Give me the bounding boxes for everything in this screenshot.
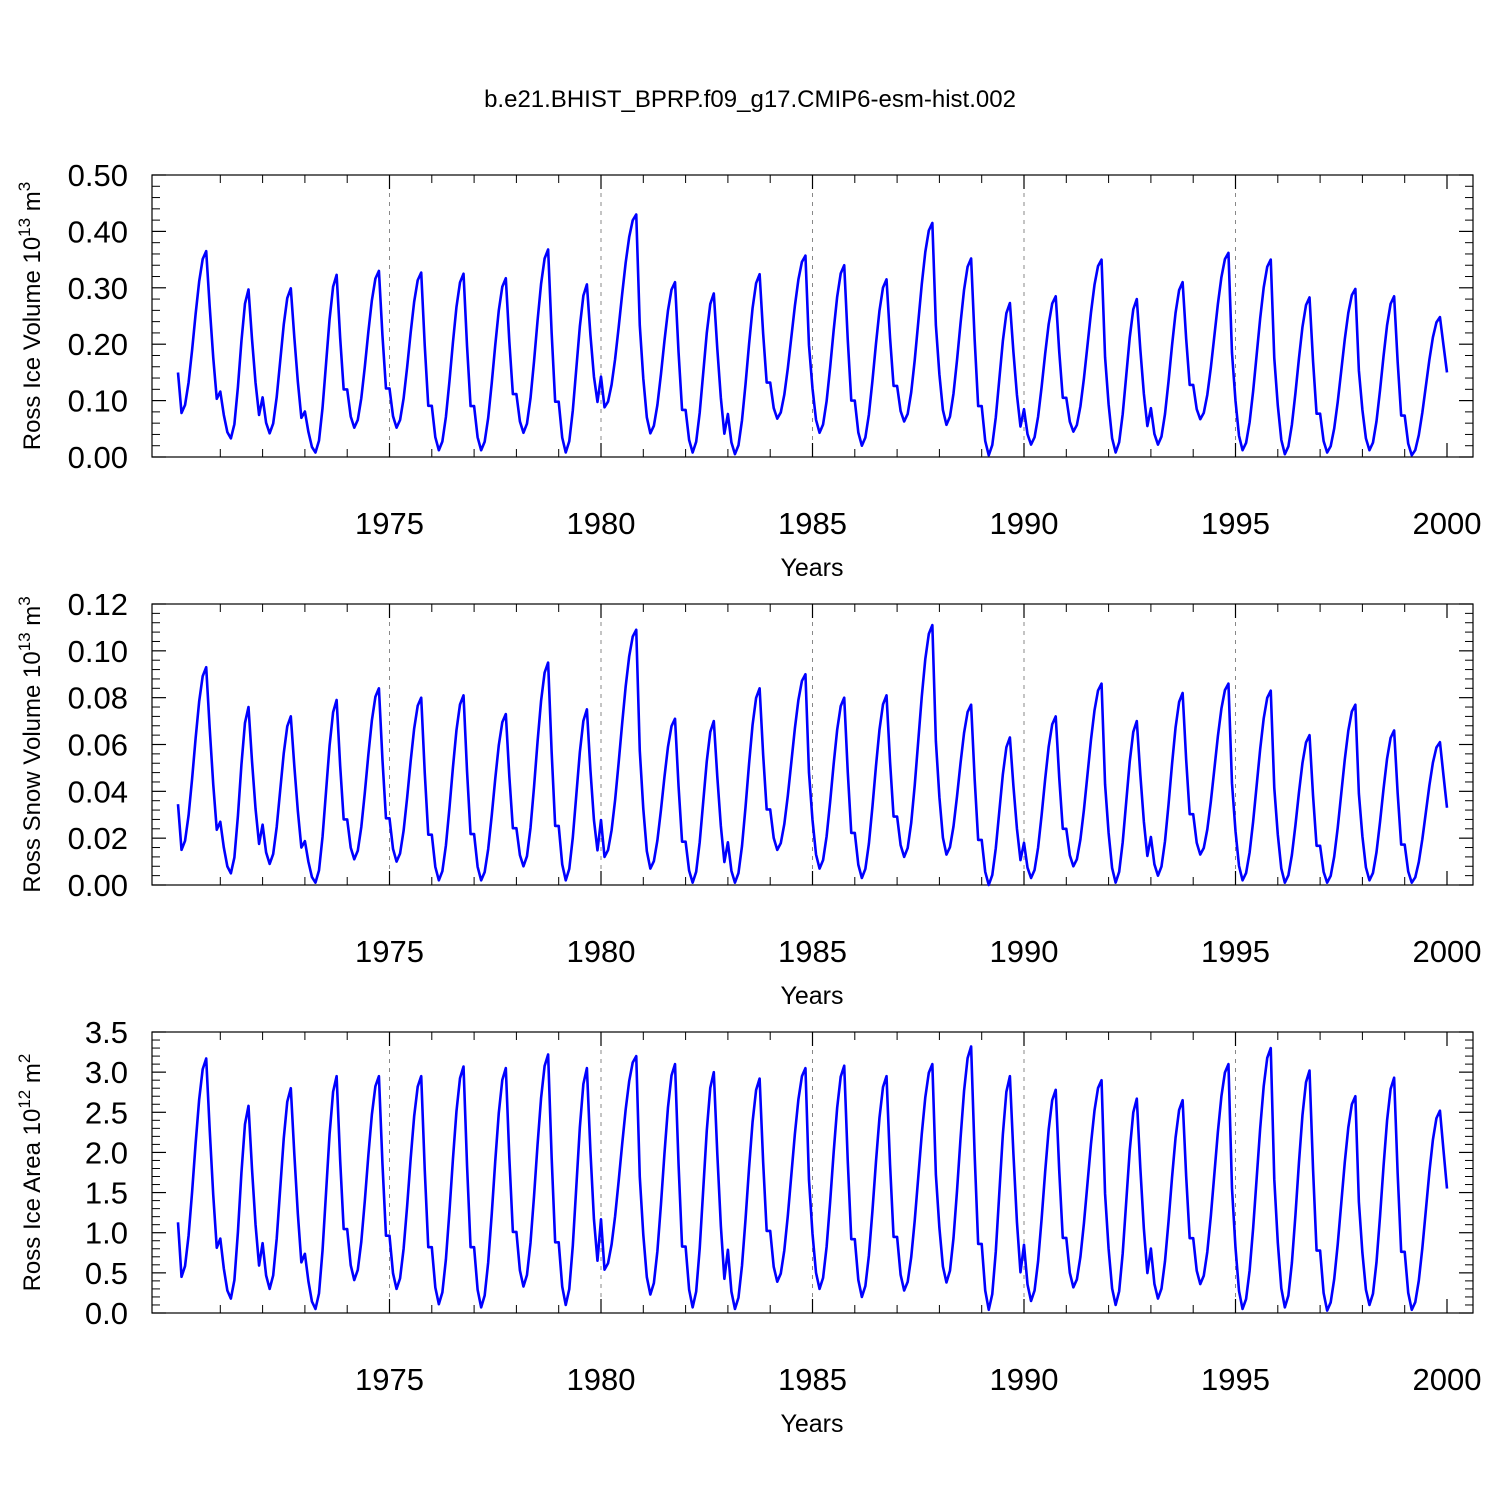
y-axis-label-part: Ross Ice Volume 10 [19, 237, 46, 450]
y-tick-label: 0.30 [68, 271, 128, 306]
y-tick-label: 3.0 [85, 1055, 128, 1090]
y-axis-label-part: m [19, 1063, 46, 1090]
y-tick-label: 0.08 [68, 681, 128, 716]
y-tick-label: 0.04 [68, 774, 128, 809]
x-axis-label: Years [780, 554, 843, 582]
x-tick-label: 1995 [1201, 934, 1270, 969]
x-axis-label: Years [780, 1410, 843, 1438]
y-tick-label: 0.10 [68, 634, 128, 669]
panel-1: 1975 1980 1985 1990 1995 2000 Years 0.00 0.10 0.2… [15, 158, 1481, 582]
y-tick-label: 0.0 [85, 1296, 128, 1331]
y-axis-label-part: Ross Ice Area 10 [19, 1109, 46, 1292]
y-tick-label: 1.5 [85, 1176, 128, 1211]
y-tick-label: 1.0 [85, 1216, 128, 1251]
y-tick-label: 0.10 [68, 384, 128, 419]
y-axis-label: Ross Snow Volume 1013 m3 [15, 596, 46, 893]
x-tick-label: 2000 [1413, 934, 1482, 969]
figure-title: b.e21.BHIST_BPRP.f09_g17.CMIP6-esm-hist.… [484, 86, 1016, 113]
series-line [176, 1045, 1449, 1312]
x-tick-label: 1980 [567, 506, 636, 541]
panel-2: 1975 1980 1985 1990 1995 2000 Years 0.00 0.02 0.0… [15, 587, 1481, 1010]
x-tick-label: 1975 [355, 506, 424, 541]
y-tick-label: 0.20 [68, 327, 128, 362]
x-axis-label: Years [780, 982, 843, 1010]
y-axis-label-exponent: 13 [15, 632, 34, 651]
x-tick-label: 1985 [778, 1362, 847, 1397]
y-tick-label: 0.12 [68, 587, 128, 622]
y-tick-label: 0.06 [68, 728, 128, 763]
x-tick-label: 1980 [567, 1362, 636, 1397]
x-tick-label: 1980 [567, 934, 636, 969]
x-tick-label: 1990 [990, 934, 1059, 969]
panel-3: 1975 1980 1985 1990 1995 2000 Years 0.0 0.5 1.0 1.… [15, 1015, 1481, 1438]
x-tick-label: 1985 [778, 506, 847, 541]
y-axis-label: Ross Ice Volume 1013 m3 [15, 182, 46, 451]
y-axis-label: Ross Ice Area 1012 m2 [15, 1054, 46, 1292]
x-tick-label: 1990 [990, 1362, 1059, 1397]
x-tick-label: 1975 [355, 934, 424, 969]
x-tick-label: 2000 [1413, 506, 1482, 541]
x-tick-label: 1975 [355, 1362, 424, 1397]
y-tick-label: 0.40 [68, 214, 128, 249]
x-tick-label: 1985 [778, 934, 847, 969]
x-tick-label: 1995 [1201, 1362, 1270, 1397]
x-tick-label: 1995 [1201, 506, 1270, 541]
y-tick-label: 0.00 [68, 868, 128, 903]
y-axis-label-exponent: 2 [15, 1054, 34, 1063]
y-axis-label-exponent: 12 [15, 1090, 34, 1109]
y-axis-label-exponent: 3 [15, 596, 34, 605]
y-axis-label-part: m [19, 191, 46, 218]
x-tick-label: 1990 [990, 506, 1059, 541]
series-line [176, 213, 1449, 457]
y-tick-label: 2.5 [85, 1095, 128, 1130]
y-tick-label: 0.50 [68, 158, 128, 193]
x-tick-label: 2000 [1413, 1362, 1482, 1397]
y-axis-label-part: Ross Snow Volume 10 [19, 651, 46, 892]
y-tick-label: 0.00 [68, 440, 128, 475]
y-axis-label-exponent: 3 [15, 182, 34, 191]
y-tick-label: 0.02 [68, 821, 128, 856]
series-line [176, 623, 1449, 887]
y-axis-label-exponent: 13 [15, 218, 34, 237]
y-tick-label: 3.5 [85, 1015, 128, 1050]
y-axis-label-part: m [19, 606, 46, 633]
y-tick-label: 2.0 [85, 1135, 128, 1170]
y-tick-label: 0.5 [85, 1256, 128, 1291]
